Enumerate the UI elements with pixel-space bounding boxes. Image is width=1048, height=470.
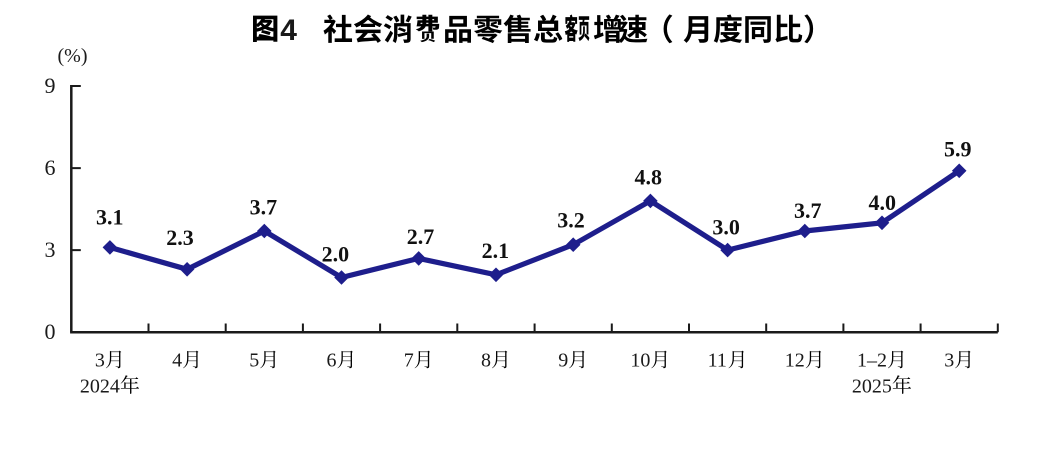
svg-text:2.7: 2.7 <box>407 224 435 249</box>
svg-text:2.1: 2.1 <box>482 238 510 263</box>
svg-text:11: 11 <box>708 350 727 372</box>
svg-text:0: 0 <box>45 319 56 344</box>
svg-text:2.0: 2.0 <box>322 242 350 267</box>
svg-text:5: 5 <box>249 350 259 372</box>
svg-text:5.9: 5.9 <box>944 137 972 162</box>
svg-text:2025: 2025 <box>852 375 892 397</box>
svg-text:9: 9 <box>558 350 568 372</box>
svg-text:3.7: 3.7 <box>794 198 822 223</box>
svg-text:10: 10 <box>630 350 650 372</box>
svg-text:3.7: 3.7 <box>250 195 278 220</box>
svg-text:1–2: 1–2 <box>857 350 887 372</box>
svg-text:3.2: 3.2 <box>557 208 585 233</box>
svg-text:2024: 2024 <box>80 375 120 397</box>
svg-text:12: 12 <box>785 350 805 372</box>
svg-text:(%): (%) <box>58 45 88 67</box>
svg-text:6: 6 <box>327 350 337 372</box>
svg-text:4: 4 <box>280 14 297 47</box>
svg-text:3: 3 <box>944 350 954 372</box>
svg-text:3: 3 <box>45 237 56 262</box>
svg-text:9: 9 <box>45 73 56 98</box>
svg-text:4.0: 4.0 <box>869 190 897 215</box>
svg-text:6: 6 <box>45 155 56 180</box>
svg-text:8: 8 <box>481 350 491 372</box>
svg-text:3.0: 3.0 <box>712 215 740 240</box>
svg-text:2.3: 2.3 <box>166 225 194 250</box>
svg-text:4.8: 4.8 <box>635 164 663 189</box>
svg-text:4: 4 <box>172 350 182 372</box>
svg-text:3.1: 3.1 <box>96 205 124 230</box>
svg-text:3: 3 <box>95 350 105 372</box>
svg-text:7: 7 <box>404 350 414 372</box>
